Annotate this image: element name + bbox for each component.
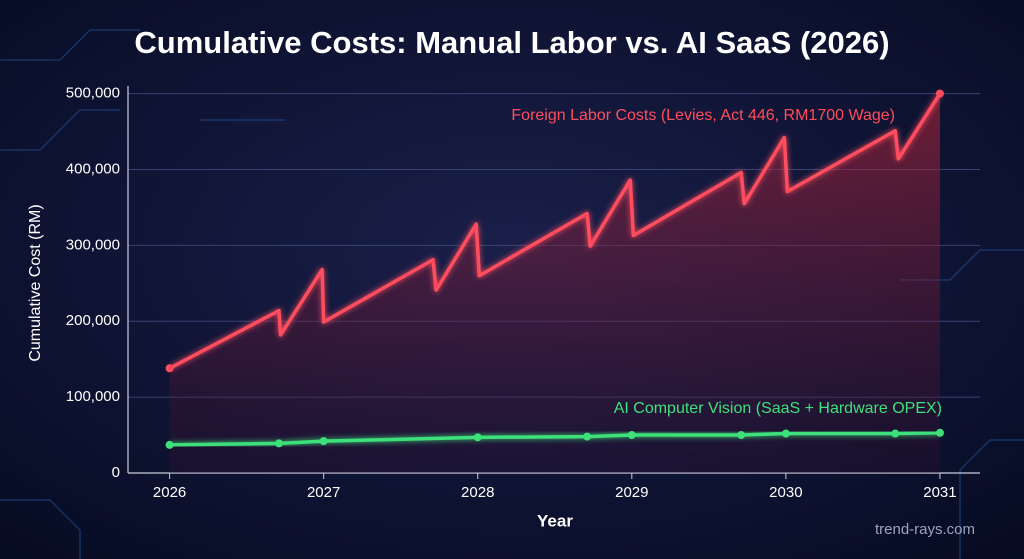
legend-label: AI Computer Vision (SaaS + Hardware OPEX…	[614, 400, 942, 417]
point	[781, 429, 790, 438]
point	[935, 428, 944, 437]
point	[319, 437, 328, 446]
y-tick-label: 200,000	[66, 312, 120, 329]
y-tick-label: 500,000	[66, 85, 120, 102]
y-tick-label: 0	[112, 464, 120, 481]
watermark: trend-rays.com	[875, 521, 975, 538]
area-fill	[169, 93, 940, 474]
x-tick-label: 2028	[461, 484, 494, 501]
x-axis-label: Year	[537, 511, 573, 530]
point	[891, 429, 900, 438]
point	[935, 89, 944, 98]
series-line	[169, 431, 940, 447]
y-axis-label: Cumulative Cost (RM)	[27, 204, 44, 361]
y-tick-label: 400,000	[66, 160, 120, 177]
x-tick-label: 2031	[923, 484, 956, 501]
circuit-decoration	[0, 29, 1024, 559]
x-tick-label: 2030	[769, 484, 802, 501]
x-tick-label: 2027	[307, 484, 340, 501]
x-tick-label: 2026	[153, 484, 186, 501]
point	[165, 440, 174, 449]
chart-title: Cumulative Costs: Manual Labor vs. AI Sa…	[134, 25, 889, 60]
legend-label: Foreign Labor Costs (Levies, Act 446, RM…	[511, 107, 895, 124]
y-tick-label: 100,000	[66, 388, 120, 405]
series-line	[168, 92, 942, 370]
point	[627, 431, 636, 440]
point	[583, 432, 592, 441]
x-tick-label: 2029	[615, 484, 648, 501]
y-tick-label: 300,000	[66, 236, 120, 253]
point	[473, 433, 482, 442]
point	[737, 431, 746, 440]
point	[165, 364, 174, 373]
point	[274, 439, 283, 448]
